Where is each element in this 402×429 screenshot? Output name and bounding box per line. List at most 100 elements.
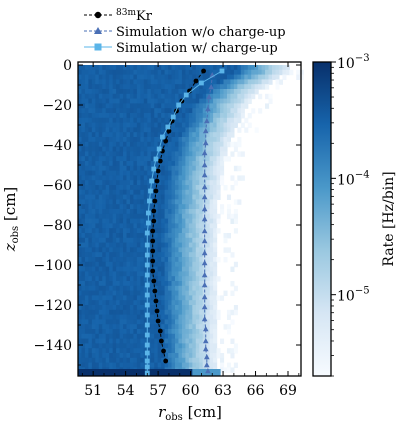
heatmap-cell (171, 237, 176, 244)
heatmap-cell (116, 74, 121, 80)
heatmap-cell (109, 295, 114, 301)
heatmap-cell (95, 348, 100, 354)
heatmap-cell (223, 127, 228, 133)
heatmap-cell (143, 84, 148, 90)
heatmap-cell (123, 113, 128, 119)
heatmap-cell (206, 233, 211, 239)
heatmap-cell (209, 199, 214, 205)
point-square (144, 364, 150, 370)
heatmap-cell (102, 324, 107, 330)
heatmap-cell (171, 309, 176, 316)
heatmap-cell (174, 372, 180, 376)
heatmap-cell (98, 98, 103, 104)
heatmap-cell (88, 213, 93, 220)
heatmap-cell (133, 161, 138, 167)
heatmap-cell (143, 141, 148, 148)
heatmap-cell (95, 199, 100, 205)
heatmap-cell (119, 362, 124, 368)
heatmap-cell (140, 103, 145, 109)
heatmap-cell (164, 79, 169, 85)
heatmap-cell (174, 228, 180, 234)
heatmap-cell (157, 261, 162, 268)
heatmap-cell (88, 333, 93, 340)
heatmap-cell (81, 329, 86, 335)
heatmap-cell (123, 285, 128, 292)
heatmap-cell (84, 204, 89, 210)
heatmap-cell (112, 113, 117, 119)
heatmap-cell (195, 348, 200, 354)
heatmap-cell (88, 165, 93, 172)
heatmap-cell (188, 170, 193, 176)
heatmap-cell (202, 103, 207, 109)
heatmap-cell (202, 122, 207, 128)
heatmap-cell (230, 122, 235, 128)
heatmap-cell (136, 290, 141, 296)
heatmap-cell (136, 170, 141, 176)
heatmap-cell (181, 65, 186, 71)
heatmap-cell (133, 74, 138, 80)
heatmap-cell (98, 333, 103, 340)
heatmap-cell (220, 362, 225, 368)
heatmap-cell (223, 69, 228, 76)
heatmap-cell (199, 237, 204, 244)
heatmap-cell (206, 209, 211, 215)
heatmap-cell (213, 343, 218, 349)
heatmap-cell (199, 89, 204, 95)
heatmap-cell (161, 285, 166, 292)
heatmap-cell (95, 353, 100, 359)
heatmap-cell (174, 137, 180, 143)
heatmap-cell (209, 261, 214, 268)
heatmap-cell (154, 305, 159, 311)
heatmap-cell (136, 338, 141, 344)
heatmap-cell (178, 161, 183, 167)
heatmap-cell (233, 305, 238, 311)
heatmap-cell (199, 199, 204, 205)
heatmap-cell (202, 79, 207, 85)
heatmap-cell (168, 199, 173, 205)
heatmap-cell (133, 271, 138, 277)
heatmap-cell (88, 122, 93, 128)
heatmap-cell (147, 146, 152, 152)
point-square (199, 80, 204, 86)
heatmap-cell (226, 103, 232, 109)
heatmap-cell (174, 185, 180, 191)
heatmap-cell (268, 98, 273, 104)
heatmap-cell (233, 213, 238, 220)
heatmap-cell (240, 113, 245, 119)
heatmap-cell (133, 204, 138, 210)
heatmap-cell (199, 156, 204, 162)
heatmap-cell (136, 314, 141, 320)
heatmap-cell (251, 74, 256, 80)
heatmap-cell (140, 276, 145, 282)
heatmap-cell (116, 189, 121, 196)
heatmap-cell (154, 369, 159, 373)
heatmap-cell (116, 93, 121, 100)
heatmap-cell (240, 98, 245, 104)
heatmap-cell (209, 65, 214, 71)
heatmap-cell (126, 271, 131, 277)
heatmap-cell (206, 276, 211, 282)
heatmap-cell (140, 266, 145, 272)
heatmap-cell (216, 156, 221, 162)
heatmap-cell (199, 108, 204, 114)
heatmap-cell (133, 338, 138, 344)
heatmap-cell (233, 309, 238, 316)
heatmap-cell (116, 233, 121, 239)
heatmap-cell (123, 223, 128, 229)
heatmap-cell (220, 79, 225, 85)
point-triangle (201, 228, 208, 234)
heatmap-cell (168, 353, 173, 359)
heatmap-cell (119, 108, 124, 114)
point-circle (151, 278, 157, 284)
heatmap-cell (123, 362, 128, 368)
heatmap-cell (109, 170, 114, 176)
heatmap-cell (116, 199, 121, 205)
heatmap-cell (81, 369, 86, 373)
heatmap-cell (181, 189, 186, 196)
heatmap-cell (171, 223, 176, 229)
heatmap-cell (209, 252, 214, 258)
heatmap-cell (84, 333, 89, 340)
heatmap-cell (154, 170, 159, 176)
heatmap-cell (136, 369, 141, 373)
heatmap-cell (192, 180, 197, 186)
